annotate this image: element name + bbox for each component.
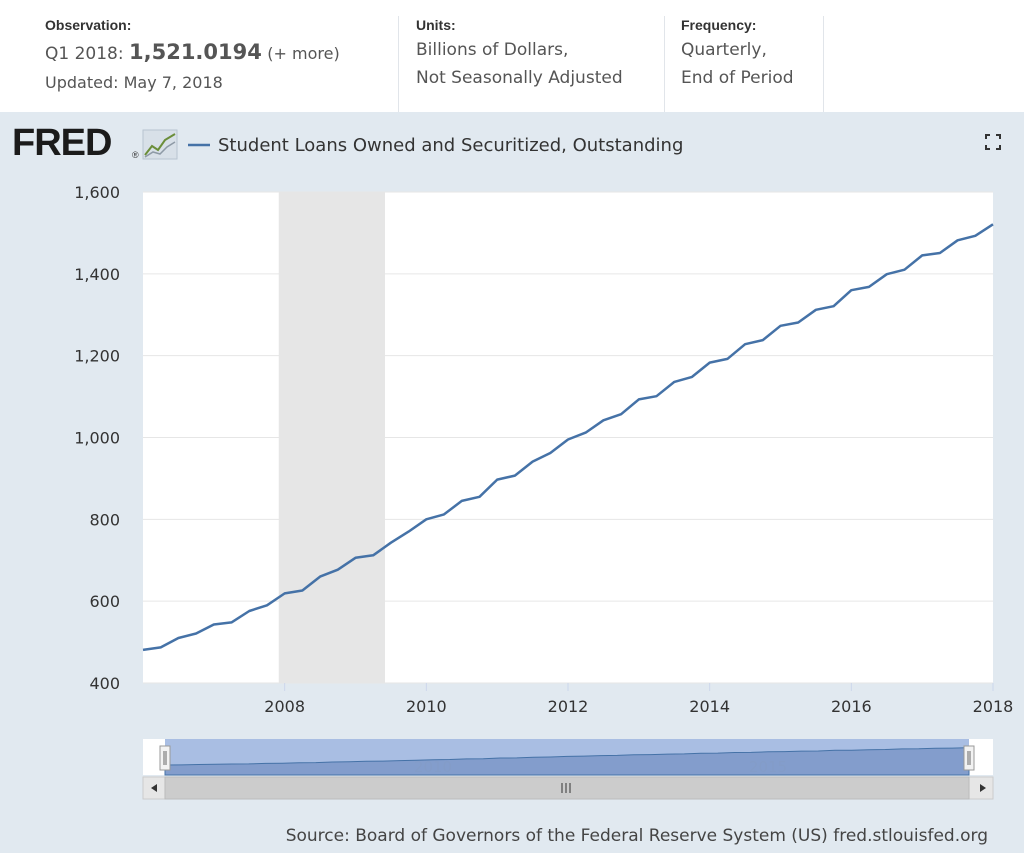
- header-divider: [823, 16, 824, 112]
- scrollbar-thumb[interactable]: [164, 776, 970, 800]
- observation-line: Q1 2018: 1,521.0194 (+ more): [45, 40, 340, 64]
- x-tick-label: 2018: [973, 697, 1014, 716]
- source-note: Source: Board of Governors of the Federa…: [286, 826, 988, 846]
- observation-more-link[interactable]: (+ more): [267, 44, 340, 63]
- x-tick-label: 2008: [264, 697, 305, 716]
- observation-label: Observation:: [45, 17, 132, 33]
- observation-period: Q1 2018:: [45, 44, 124, 64]
- navigator-left-handle[interactable]: [159, 745, 171, 771]
- y-tick-label: 800: [89, 510, 120, 529]
- fred-logo: FRED ®: [12, 122, 139, 164]
- frequency-label: Frequency:: [681, 17, 757, 33]
- source-text: Source: Board of Governors of the Federa…: [285, 826, 828, 846]
- scrollbar-grip: [561, 783, 571, 793]
- arrow-left-icon[interactable]: [151, 784, 157, 792]
- observation-value: 1,521.0194: [129, 40, 262, 64]
- y-tick-label: 1,400: [74, 265, 120, 284]
- units-label: Units:: [416, 17, 456, 33]
- x-tick-label: 2010: [406, 697, 447, 716]
- x-tick-label: 2016: [831, 697, 872, 716]
- units-line-1: Billions of Dollars,: [416, 40, 569, 60]
- line-chart-icon: [142, 129, 178, 160]
- y-tick-label: 1,200: [74, 347, 120, 366]
- header-divider: [664, 16, 665, 112]
- frequency-line-2: End of Period: [681, 68, 794, 88]
- y-tick-label: 1,000: [74, 429, 120, 448]
- units-line-2: Not Seasonally Adjusted: [416, 68, 623, 88]
- y-tick-label: 1,600: [74, 183, 120, 202]
- legend-label: Student Loans Owned and Securitized, Out…: [218, 135, 683, 156]
- fred-logo-registered: ®: [132, 150, 139, 160]
- arrow-right-icon[interactable]: [980, 784, 986, 792]
- fred-logo-text: FRED: [12, 122, 112, 164]
- y-tick-label: 400: [89, 674, 120, 693]
- header-bar: Observation: Q1 2018: 1,521.0194 (+ more…: [0, 0, 1024, 112]
- site-link[interactable]: fred.stlouisfed.org: [833, 826, 988, 846]
- y-tick-label: 600: [89, 592, 120, 611]
- x-tick-label: 2012: [548, 697, 589, 716]
- updated-date: Updated: May 7, 2018: [45, 73, 223, 92]
- navigator-series: [164, 747, 970, 776]
- frequency-line-1: Quarterly,: [681, 40, 767, 60]
- x-tick-label: 2014: [689, 697, 730, 716]
- navigator-right-handle[interactable]: [963, 745, 975, 771]
- header-divider: [398, 16, 399, 112]
- fullscreen-icon[interactable]: [984, 133, 1002, 151]
